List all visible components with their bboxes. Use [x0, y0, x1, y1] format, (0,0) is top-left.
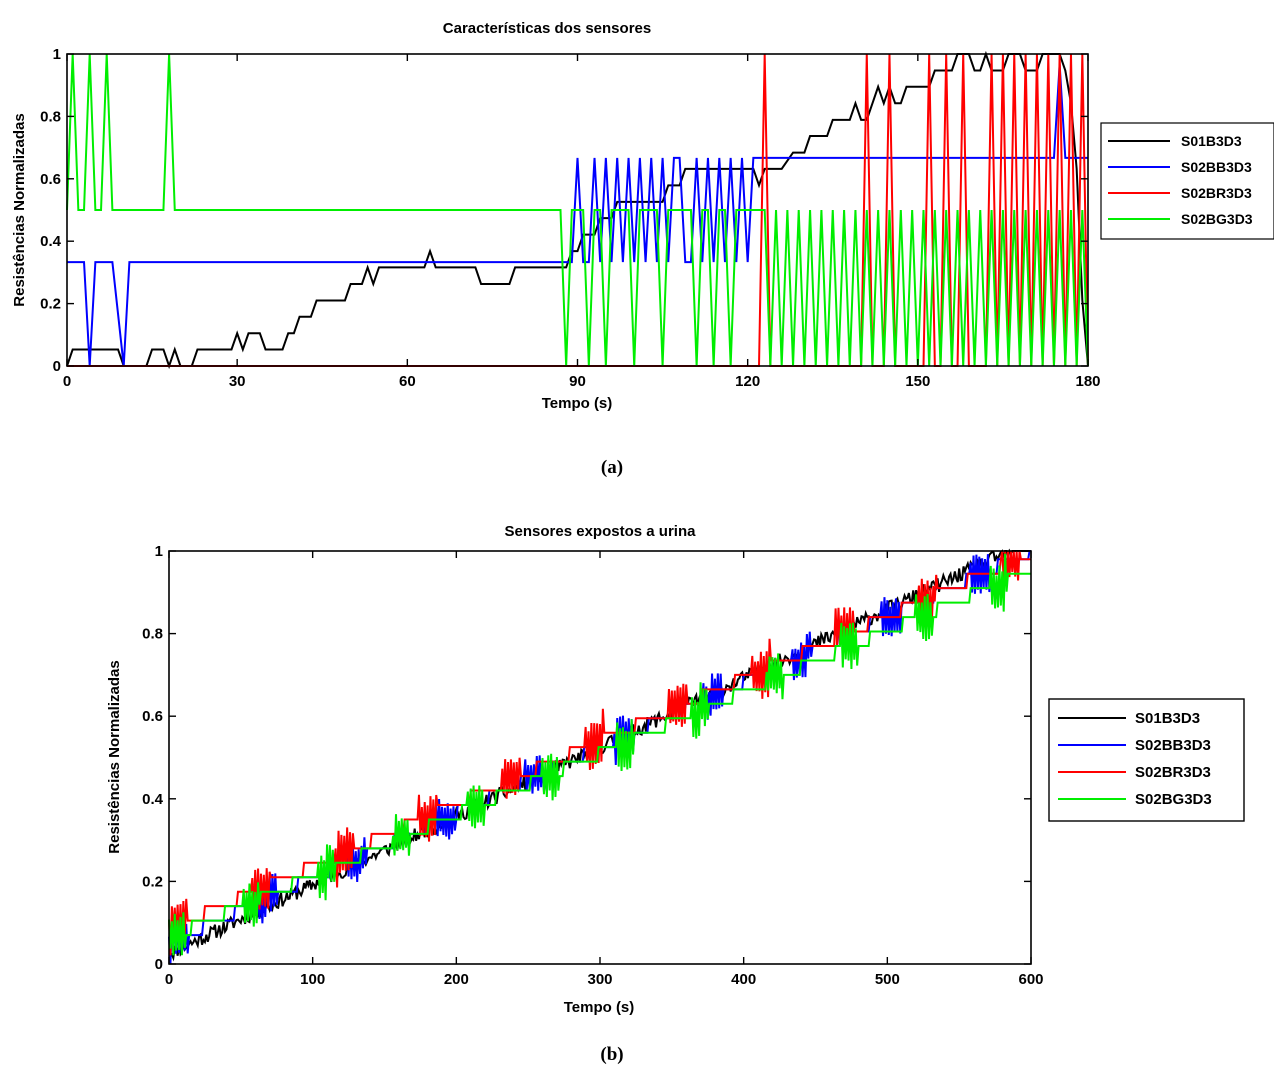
chart-b-legend-label: S02BB3D3: [1135, 737, 1211, 754]
chart-b-legend: S01B3D3 S02BB3D3 S02BR3D3 S02BG3D3: [1048, 698, 1245, 822]
chart-b-legend-label: S01B3D3: [1135, 710, 1200, 727]
chart-a-legend-items: S01B3D3 S02BB3D3 S02BR3D3 S02BG3D3: [1108, 133, 1253, 227]
chart-a-ticks: 0 30 60 90 120 150 180 0 0.2 0.4 0.6 0.8 1: [40, 46, 1100, 390]
chart-a: Características dos sensores 0 30 60 90 120 1…: [11, 20, 1274, 478]
chart-a-xtick-label: 180: [1075, 373, 1100, 390]
chart-b-ytick-label: 0.2: [142, 873, 163, 890]
chart-a-legend-label: S01B3D3: [1181, 133, 1242, 149]
chart-b-xtick-label: 500: [875, 971, 900, 988]
chart-b-series-S02BR3D3: [168, 550, 1031, 956]
chart-b-ytick-label: 0.6: [142, 708, 163, 725]
chart-a-caption: (a): [601, 457, 623, 478]
chart-a-ytick-label: 0: [53, 358, 61, 375]
chart-a-plot-area: [66, 50, 1089, 370]
chart-b-ylabel: Resistências Normalizadas: [106, 660, 123, 853]
chart-b-legend-label: S02BG3D3: [1135, 791, 1212, 808]
chart-b-xtick-label: 100: [300, 971, 325, 988]
chart-b-ytick-label: 0.4: [142, 791, 164, 808]
chart-a-legend-label: S02BG3D3: [1181, 211, 1253, 227]
chart-b-legend-items: S01B3D3 S02BB3D3 S02BR3D3 S02BG3D3: [1058, 710, 1212, 808]
chart-b-xtick-label: 400: [731, 971, 756, 988]
chart-b-ytick-label: 0: [155, 956, 163, 973]
chart-a-xtick-label: 150: [905, 373, 930, 390]
chart-b-ytick-label: 1: [155, 543, 163, 560]
chart-a-title: Características dos sensores: [443, 20, 651, 37]
chart-a-xtick-label: 90: [569, 373, 586, 390]
chart-b-title: Sensores expostos a urina: [505, 523, 697, 540]
chart-b-series-S02BB3D3: [168, 550, 1031, 964]
chart-a-xlabel: Tempo (s): [542, 395, 613, 412]
chart-a-ytick-label: 0.8: [40, 108, 61, 125]
chart-b-ticks: 0 100 200 300 400 500 600 0 0.2 0.4 0.6 0.8 1: [142, 543, 1043, 988]
chart-a-xtick-label: 120: [735, 373, 760, 390]
chart-a-xtick-label: 0: [63, 373, 71, 390]
chart-a-legend: S01B3D3 S02BB3D3 S02BR3D3 S02BG3D3: [1100, 122, 1274, 240]
chart-b-plot-area: [168, 548, 1031, 964]
chart-a-legend-label: S02BB3D3: [1181, 159, 1252, 175]
chart-b: Sensores expostos a urina 0 100 200 300 400 5…: [106, 523, 1245, 1065]
chart-b-xtick-label: 600: [1018, 971, 1043, 988]
chart-b-xtick-label: 200: [444, 971, 469, 988]
chart-b-legend-box: [1048, 698, 1245, 822]
chart-a-xtick-label: 60: [399, 373, 416, 390]
chart-b-xtick-label: 0: [165, 971, 173, 988]
chart-a-ytick-label: 0.4: [40, 233, 62, 250]
chart-a-ylabel: Resistências Normalizadas: [11, 113, 28, 306]
chart-b-ytick-label: 0.8: [142, 626, 163, 643]
chart-b-legend-label: S02BR3D3: [1135, 764, 1211, 781]
chart-a-ytick-label: 1: [53, 46, 61, 63]
chart-a-xtick-label: 30: [229, 373, 246, 390]
chart-b-caption: (b): [600, 1044, 623, 1065]
chart-a-ytick-label: 0.6: [40, 171, 61, 188]
chart-b-series-S02BG3D3: [168, 553, 1031, 956]
chart-a-series-S02BG3D3: [66, 53, 1089, 367]
chart-b-xlabel: Tempo (s): [564, 999, 635, 1016]
chart-a-ytick-label: 0.2: [40, 296, 61, 313]
chart-a-legend-label: S02BR3D3: [1181, 185, 1252, 201]
chart-b-xtick-label: 300: [587, 971, 612, 988]
